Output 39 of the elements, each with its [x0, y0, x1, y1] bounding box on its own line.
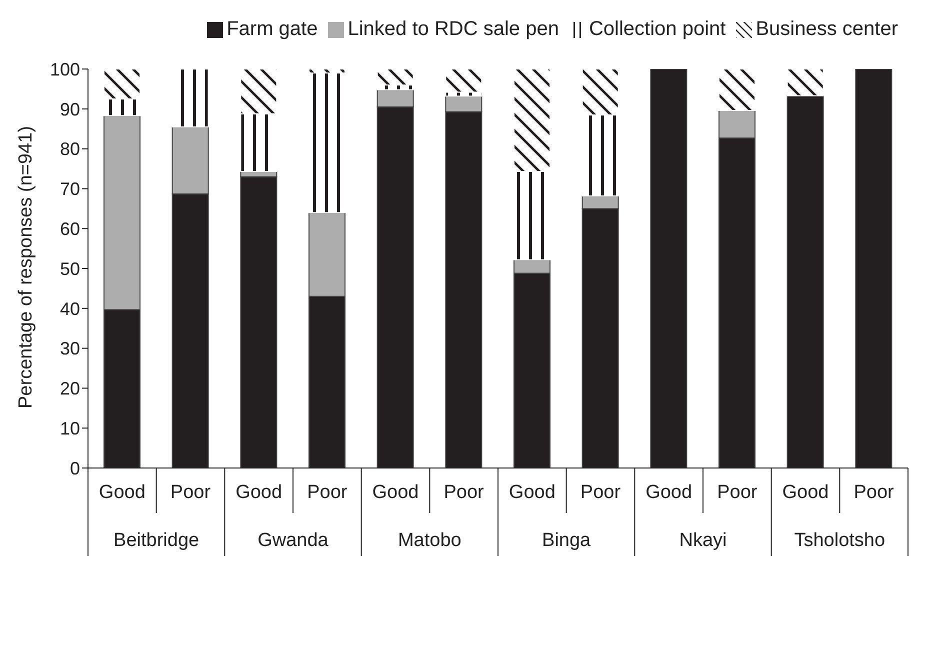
y-tick-label: 10 — [60, 418, 80, 438]
bar — [786, 69, 824, 96]
x-tick-label: Poor — [170, 482, 212, 503]
x-tick-label: Poor — [580, 482, 622, 503]
text: Binga — [542, 530, 592, 551]
text: Tsholotsho — [794, 530, 886, 551]
text: Matobo — [398, 530, 462, 551]
legend-label: Collection point — [588, 18, 726, 40]
legend-label: Farm gate — [226, 18, 318, 40]
y-tick-label: 20 — [60, 378, 80, 399]
y-tick-label: 0 — [70, 458, 80, 478]
x-tick-label: Poor — [854, 482, 895, 503]
x-tick-label: Poor — [307, 482, 348, 503]
text: Beitbridge — [114, 530, 200, 551]
x-tick-label: Good — [236, 482, 282, 503]
x-tick-label: Good — [372, 482, 419, 503]
x-tick-label: Good — [508, 482, 556, 503]
x-tick-label: Good — [646, 482, 692, 503]
y-tick-label: 70 — [60, 179, 80, 200]
bar — [308, 72, 346, 214]
legend-label: Linked to RDC sale pen — [348, 18, 559, 40]
y-tick-label: 50 — [60, 258, 80, 279]
y-tick-label: 40 — [60, 298, 80, 319]
bar — [172, 69, 209, 128]
y-tick-label: 80 — [60, 139, 80, 160]
y-tick-label: 30 — [60, 338, 80, 359]
text: Nkayi — [679, 530, 727, 551]
bar — [445, 69, 482, 93]
y-tick-label: 90 — [60, 99, 80, 120]
x-tick-label: Poor — [717, 482, 758, 503]
x-tick-label: Poor — [444, 482, 485, 503]
x-tick-label: Good — [782, 482, 829, 503]
y-tick-label: 60 — [60, 218, 80, 239]
x-tick-label: Good — [98, 482, 146, 503]
bar — [718, 69, 756, 111]
y-tick-label: 100 — [50, 59, 80, 80]
legend-label: Business center — [756, 18, 898, 40]
y-axis-title: Percentage of responses (n=941) — [16, 126, 37, 408]
text: Gwanda — [258, 530, 329, 551]
